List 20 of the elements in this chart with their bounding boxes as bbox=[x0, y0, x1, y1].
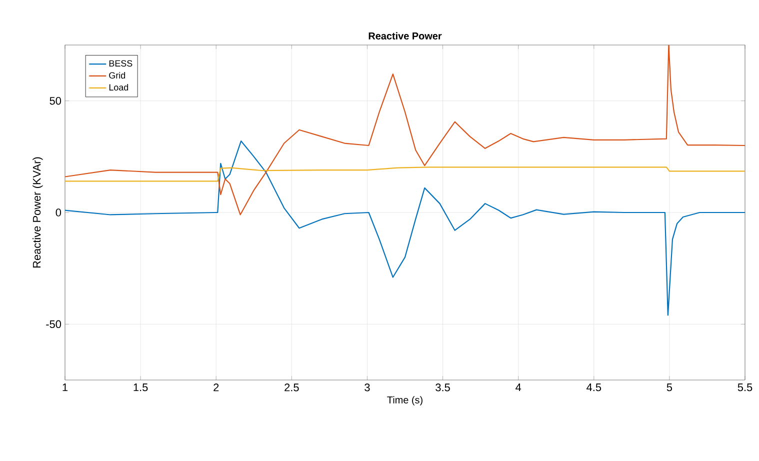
legend-label: Grid bbox=[109, 72, 126, 79]
y-tick-label: 50 bbox=[50, 96, 62, 105]
x-tick-label: 2 bbox=[214, 384, 219, 392]
x-tick-label: 3 bbox=[364, 384, 370, 392]
line-series bbox=[65, 140, 746, 316]
legend-label: BESS bbox=[109, 60, 132, 67]
x-tick-label: 5 bbox=[666, 384, 672, 392]
x-tick-label: 5.5 bbox=[738, 384, 752, 392]
x-tick-label: 4.5 bbox=[586, 384, 602, 392]
y-axis-title: Reactive Power (KVAr) bbox=[32, 157, 43, 268]
x-tick-label: 3.5 bbox=[436, 384, 450, 392]
x-tick-label: 4 bbox=[516, 384, 522, 392]
legend-label: Load bbox=[109, 84, 128, 91]
y-tick-label: -50 bbox=[46, 320, 62, 328]
chart-title: Reactive Power bbox=[368, 32, 442, 40]
x-tick-label: 1 bbox=[62, 384, 68, 392]
x-tick-label: 1.5 bbox=[134, 384, 148, 392]
x-axis-title: Time (s) bbox=[387, 396, 422, 406]
x-tick-label: 2.5 bbox=[284, 384, 299, 392]
y-tick-label: 0 bbox=[56, 208, 62, 216]
